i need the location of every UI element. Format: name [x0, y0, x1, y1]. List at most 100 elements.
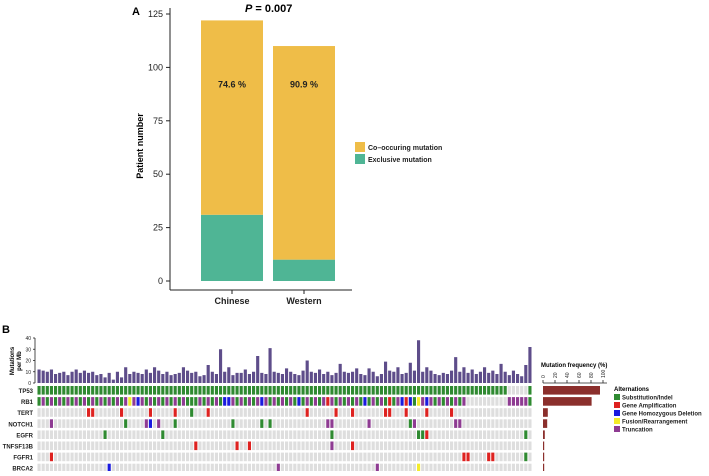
- tmb-bar: [441, 372, 445, 383]
- mutation-cell: [491, 430, 495, 439]
- mutation-cell: [276, 452, 280, 462]
- mutation-cell: [223, 386, 227, 395]
- mutation-cell: [53, 463, 58, 473]
- alteration-legend-swatch: [614, 410, 620, 416]
- mutation-cell: [218, 463, 223, 473]
- mutation-cell: [293, 463, 297, 473]
- mutation-cell: [305, 397, 309, 406]
- mutation-cell: [231, 463, 235, 473]
- mutation-cell: [412, 419, 417, 428]
- mutation-cell: [507, 441, 511, 451]
- mutation-cell: [524, 408, 528, 417]
- tmb-bar: [301, 370, 305, 383]
- mutation-cell: [293, 397, 297, 406]
- mutation-cell: [115, 408, 120, 417]
- mutation-cell: [165, 419, 169, 428]
- mutation-cell: [264, 408, 268, 417]
- tmb-bar: [235, 372, 239, 383]
- mutation-cell: [305, 441, 309, 451]
- mutation-cell: [45, 419, 49, 428]
- mutation-cell: [235, 441, 239, 451]
- mutation-cell: [202, 441, 206, 451]
- mutation-cell: [264, 441, 268, 451]
- mutation-cell: [198, 386, 202, 395]
- tmb-bar: [62, 371, 66, 383]
- mutation-cell: [165, 408, 169, 417]
- tmb-bar: [421, 371, 425, 383]
- mutation-cell: [322, 463, 326, 473]
- tmb-bar: [206, 365, 210, 383]
- mutation-cell: [524, 452, 528, 462]
- mutation-cell: [359, 386, 363, 395]
- mutation-cell: [433, 452, 437, 462]
- mutation-cell: [82, 408, 87, 417]
- tmb-bar: [408, 362, 412, 383]
- mutation-cell: [247, 408, 252, 417]
- mutation-cell: [388, 430, 392, 439]
- mutation-cell: [264, 397, 268, 406]
- mutation-cell: [91, 408, 95, 417]
- tmb-bar: [58, 372, 62, 383]
- mutation-cell: [231, 397, 235, 406]
- mutation-cell: [223, 419, 227, 428]
- mutation-cell: [235, 419, 239, 428]
- tmb-bar: [449, 370, 454, 383]
- mutation-cell: [404, 386, 408, 395]
- mutation-cell: [421, 386, 425, 395]
- mutation-cell: [284, 430, 289, 439]
- mutation-cell: [78, 441, 82, 451]
- mutation-cell: [37, 463, 41, 473]
- mutation-cell: [177, 397, 181, 406]
- mutation-cell: [515, 452, 520, 462]
- mutation-cell: [474, 452, 478, 462]
- mutation-cell: [462, 397, 466, 406]
- mutation-cell: [227, 430, 231, 439]
- mutation-cell: [309, 419, 313, 428]
- mutation-cell: [511, 463, 516, 473]
- mutation-cell: [400, 386, 404, 395]
- mutation-cell: [169, 386, 173, 395]
- mutation-cell: [330, 452, 334, 462]
- mutation-cell: [177, 408, 181, 417]
- tmb-bar: [392, 371, 396, 383]
- mutation-cell: [445, 452, 450, 462]
- mutation-cell: [293, 441, 297, 451]
- mutation-cell: [400, 452, 404, 462]
- mutation-cell: [445, 408, 450, 417]
- mutation-cell: [165, 441, 169, 451]
- mutation-cell: [185, 452, 190, 462]
- mutation-cell: [177, 419, 181, 428]
- mutation-cell: [218, 419, 223, 428]
- mutation-cell: [487, 430, 491, 439]
- mutation-cell: [103, 397, 107, 406]
- mutation-cell: [70, 419, 74, 428]
- mutation-cell: [474, 463, 478, 473]
- mutation-cell: [289, 419, 293, 428]
- tmb-bar: [177, 372, 181, 383]
- mutation-cell: [524, 441, 528, 451]
- tmb-tick-label: 10: [25, 370, 31, 376]
- mutation-cell: [359, 441, 363, 451]
- mutation-cell: [520, 452, 524, 462]
- mutation-cell: [482, 452, 487, 462]
- mutation-cell: [520, 386, 524, 395]
- mutation-cell: [408, 386, 412, 395]
- mutation-cell: [458, 408, 462, 417]
- mutation-cell: [140, 430, 144, 439]
- tmb-ticks: 0 10 20 30 40: [25, 336, 35, 387]
- mutation-cell: [375, 430, 379, 439]
- mutation-cell: [346, 430, 351, 439]
- tmb-bar: [487, 372, 491, 383]
- mutation-cell: [115, 463, 120, 473]
- mutation-cell: [62, 463, 66, 473]
- mutation-cell: [280, 397, 285, 406]
- mutation-cell: [474, 397, 478, 406]
- tmb-bar: [379, 374, 384, 383]
- legend-swatch: [355, 154, 365, 164]
- mutation-cell: [231, 452, 235, 462]
- mutation-cell: [375, 419, 379, 428]
- alteration-legend-label: Gene Amplification: [622, 404, 677, 410]
- mutation-cell: [70, 463, 74, 473]
- mutation-cell: [507, 419, 511, 428]
- y-ticks: 0 25 50 75 100 125: [148, 9, 170, 286]
